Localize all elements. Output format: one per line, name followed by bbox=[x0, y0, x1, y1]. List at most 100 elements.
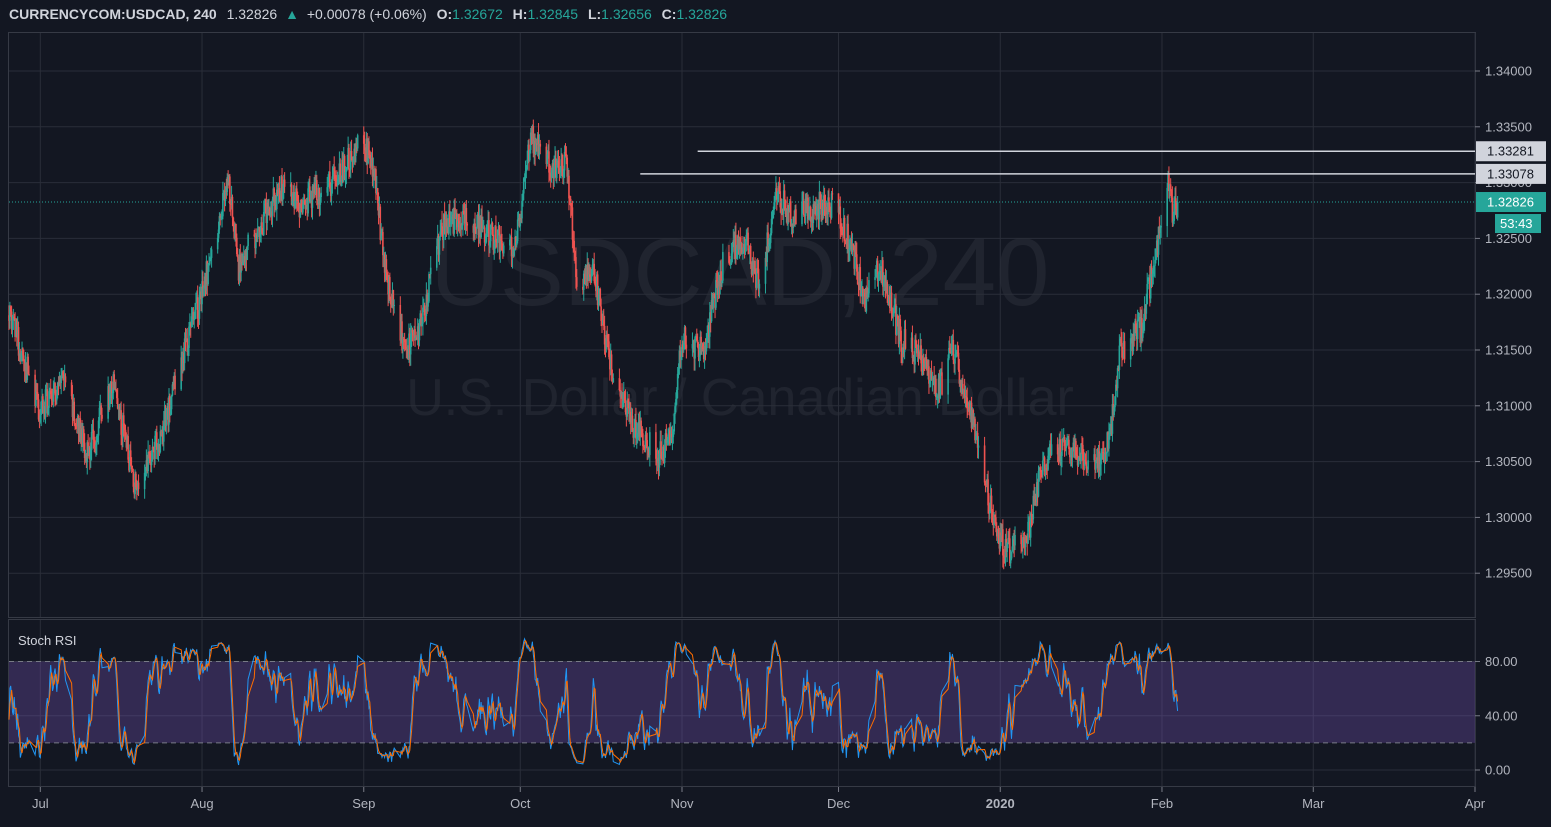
candle[interactable] bbox=[514, 229, 516, 251]
candle[interactable] bbox=[1034, 487, 1036, 506]
candle[interactable] bbox=[1136, 309, 1139, 351]
candle[interactable] bbox=[664, 429, 667, 458]
candle[interactable] bbox=[162, 410, 165, 451]
candle[interactable] bbox=[16, 318, 18, 347]
candle[interactable] bbox=[621, 383, 623, 409]
candle[interactable] bbox=[279, 190, 282, 204]
candle[interactable] bbox=[524, 160, 527, 190]
candle[interactable] bbox=[671, 425, 674, 451]
candle[interactable] bbox=[278, 176, 281, 202]
candle[interactable] bbox=[780, 198, 782, 225]
candle[interactable] bbox=[63, 364, 66, 391]
candle[interactable] bbox=[841, 223, 843, 236]
candle[interactable] bbox=[495, 215, 497, 249]
candle[interactable] bbox=[52, 380, 55, 408]
candle[interactable] bbox=[350, 139, 353, 161]
candle[interactable] bbox=[683, 324, 686, 350]
candle[interactable] bbox=[72, 394, 75, 421]
candle[interactable] bbox=[626, 391, 629, 421]
candle[interactable] bbox=[889, 286, 891, 314]
candle[interactable] bbox=[1173, 196, 1175, 225]
candle[interactable] bbox=[591, 258, 594, 277]
candle[interactable] bbox=[320, 186, 322, 202]
candle[interactable] bbox=[482, 216, 484, 233]
candle[interactable] bbox=[15, 318, 17, 338]
candle[interactable] bbox=[866, 276, 869, 299]
candle[interactable] bbox=[42, 393, 44, 414]
candle[interactable] bbox=[462, 202, 465, 215]
candle[interactable] bbox=[891, 307, 894, 319]
candle[interactable] bbox=[1142, 313, 1145, 334]
candle[interactable] bbox=[674, 402, 676, 424]
candle[interactable] bbox=[262, 227, 264, 236]
candle[interactable] bbox=[436, 224, 439, 250]
candle[interactable] bbox=[730, 242, 733, 265]
candle[interactable] bbox=[972, 408, 975, 430]
candle[interactable] bbox=[819, 191, 822, 210]
candle[interactable] bbox=[585, 264, 588, 289]
candle[interactable] bbox=[232, 216, 235, 232]
candle[interactable] bbox=[884, 268, 887, 299]
candle[interactable] bbox=[956, 341, 959, 357]
candle[interactable] bbox=[1066, 433, 1068, 447]
candle[interactable] bbox=[91, 419, 94, 433]
candle[interactable] bbox=[149, 444, 151, 465]
candle[interactable] bbox=[1149, 263, 1152, 304]
candle[interactable] bbox=[749, 244, 751, 265]
candle[interactable] bbox=[1082, 437, 1084, 470]
candle[interactable] bbox=[1004, 533, 1007, 567]
candle[interactable] bbox=[602, 308, 605, 331]
candle[interactable] bbox=[258, 226, 261, 247]
candle[interactable] bbox=[339, 158, 342, 186]
candle[interactable] bbox=[1021, 539, 1023, 552]
candle[interactable] bbox=[604, 338, 607, 358]
candle[interactable] bbox=[155, 428, 157, 447]
candle[interactable] bbox=[518, 213, 521, 228]
candle[interactable] bbox=[804, 193, 807, 226]
candle[interactable] bbox=[917, 339, 920, 366]
candle[interactable] bbox=[47, 405, 49, 415]
candle[interactable] bbox=[464, 203, 467, 235]
candle[interactable] bbox=[1117, 365, 1120, 372]
candle[interactable] bbox=[380, 223, 382, 241]
candle[interactable] bbox=[206, 260, 209, 296]
candle[interactable] bbox=[414, 318, 416, 347]
candle[interactable] bbox=[246, 245, 249, 261]
candle[interactable] bbox=[461, 222, 463, 230]
candle[interactable] bbox=[915, 333, 917, 349]
candle[interactable] bbox=[636, 423, 639, 444]
candle[interactable] bbox=[1121, 332, 1123, 367]
candle[interactable] bbox=[191, 307, 194, 328]
candle[interactable] bbox=[296, 181, 298, 213]
candle[interactable] bbox=[491, 221, 494, 236]
candle[interactable] bbox=[109, 380, 112, 405]
candle[interactable] bbox=[519, 213, 522, 231]
candle[interactable] bbox=[553, 155, 555, 187]
candle[interactable] bbox=[740, 241, 742, 255]
candle[interactable] bbox=[130, 457, 133, 474]
candle[interactable] bbox=[821, 192, 823, 225]
candle[interactable] bbox=[1033, 483, 1035, 506]
candle[interactable] bbox=[534, 133, 536, 166]
candle[interactable] bbox=[9, 305, 12, 317]
candle[interactable] bbox=[23, 359, 26, 382]
candle[interactable] bbox=[1158, 216, 1161, 240]
candle[interactable] bbox=[847, 214, 849, 263]
candle[interactable] bbox=[385, 254, 388, 281]
candle[interactable] bbox=[934, 375, 936, 397]
candle[interactable] bbox=[418, 319, 421, 347]
candle[interactable] bbox=[1020, 532, 1022, 554]
candle[interactable] bbox=[422, 296, 424, 336]
candle[interactable] bbox=[1086, 466, 1088, 473]
candle[interactable] bbox=[1008, 528, 1010, 545]
candle[interactable] bbox=[1010, 551, 1013, 561]
candle[interactable] bbox=[371, 147, 374, 187]
candle[interactable] bbox=[914, 335, 916, 373]
candle[interactable] bbox=[1120, 328, 1122, 347]
candle[interactable] bbox=[351, 156, 354, 173]
candle[interactable] bbox=[156, 425, 158, 460]
candle[interactable] bbox=[1087, 450, 1089, 477]
candle[interactable] bbox=[423, 302, 426, 323]
candle[interactable] bbox=[174, 369, 176, 395]
candle[interactable] bbox=[375, 166, 377, 200]
